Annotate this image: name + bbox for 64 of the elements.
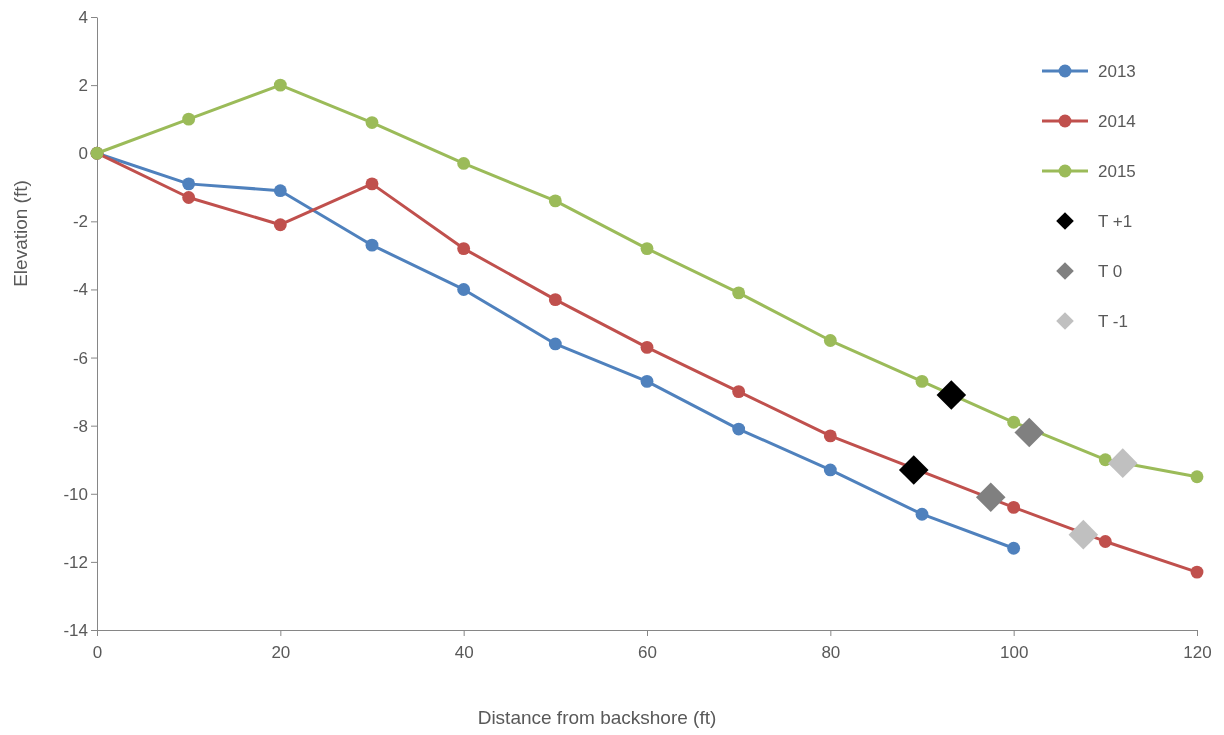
legend-label: 2014 xyxy=(1098,112,1136,131)
point xyxy=(273,184,287,198)
y-tick-label: -10 xyxy=(63,484,88,504)
x-tick-label: 60 xyxy=(638,642,657,662)
point xyxy=(915,507,929,521)
x-tick-label: 20 xyxy=(271,642,291,662)
y-tick-label: -4 xyxy=(72,280,88,300)
legend-label: 2013 xyxy=(1098,62,1136,81)
legend-label: T -1 xyxy=(1098,312,1128,331)
y-tick-label: -12 xyxy=(63,552,88,572)
point xyxy=(975,482,1006,512)
point xyxy=(548,194,562,208)
y-tick-label: -14 xyxy=(63,620,88,640)
x-tick-label: 80 xyxy=(821,642,841,662)
point xyxy=(1190,565,1204,579)
y-tick-label: -8 xyxy=(72,416,88,436)
y-tick-label: 2 xyxy=(78,76,88,96)
point xyxy=(823,429,837,443)
x-tick-label: 100 xyxy=(999,642,1029,662)
y-tick-label: 4 xyxy=(78,7,88,27)
point xyxy=(898,455,929,485)
point xyxy=(732,385,746,399)
point xyxy=(182,177,196,191)
point xyxy=(1190,470,1204,484)
point xyxy=(823,463,837,477)
point xyxy=(1007,415,1021,429)
point xyxy=(1098,453,1112,467)
legend-label: T +1 xyxy=(1098,212,1133,231)
point xyxy=(365,116,379,129)
point xyxy=(182,191,196,204)
point xyxy=(640,242,654,255)
point xyxy=(548,293,562,307)
point xyxy=(273,78,287,92)
legend-label: T 0 xyxy=(1098,262,1123,281)
y-axis-title: Elevation (ft) xyxy=(10,180,31,287)
point xyxy=(1107,448,1138,478)
point xyxy=(273,218,287,232)
point xyxy=(1014,417,1045,448)
point xyxy=(823,334,837,347)
point xyxy=(182,112,196,126)
y-tick-label: -2 xyxy=(72,212,88,232)
point xyxy=(1007,500,1021,514)
y-tick-label: 0 xyxy=(78,144,88,164)
point xyxy=(457,283,471,296)
point xyxy=(457,242,471,255)
point xyxy=(548,337,562,351)
point xyxy=(732,422,746,436)
point xyxy=(936,380,967,410)
y-tick-label: -6 xyxy=(72,348,88,368)
point xyxy=(457,157,471,170)
point xyxy=(915,374,929,388)
legend-label: 2015 xyxy=(1098,162,1136,181)
point xyxy=(365,177,379,191)
point xyxy=(365,238,379,252)
point xyxy=(1068,519,1099,550)
x-tick-label: 120 xyxy=(1183,642,1212,662)
x-axis-title: Distance from backshore (ft) xyxy=(477,707,717,728)
point xyxy=(640,340,654,354)
point xyxy=(1007,541,1021,555)
x-tick-label: 40 xyxy=(454,642,474,662)
point xyxy=(1098,535,1112,548)
x-tick-label: 0 xyxy=(92,642,103,662)
point xyxy=(732,286,746,300)
point xyxy=(640,374,654,388)
